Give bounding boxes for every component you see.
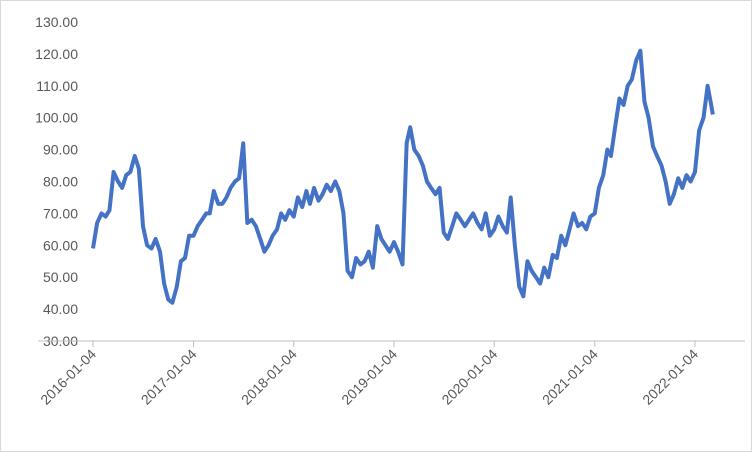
y-tick-label: 60.00 <box>43 237 78 253</box>
y-tick-label: 130.00 <box>35 14 78 30</box>
y-tick-label: 90.00 <box>43 142 78 158</box>
data-line <box>91 48 715 305</box>
y-tick-label: 40.00 <box>43 301 78 317</box>
y-tick-label: 110.00 <box>36 78 78 94</box>
y-tick-label: 100.00 <box>35 110 78 126</box>
y-tick-label: 70.00 <box>43 205 78 221</box>
y-tick-label: 120.00 <box>35 46 78 62</box>
y-tick-label: 80.00 <box>43 174 78 190</box>
y-tick-label: 50.00 <box>43 269 78 285</box>
